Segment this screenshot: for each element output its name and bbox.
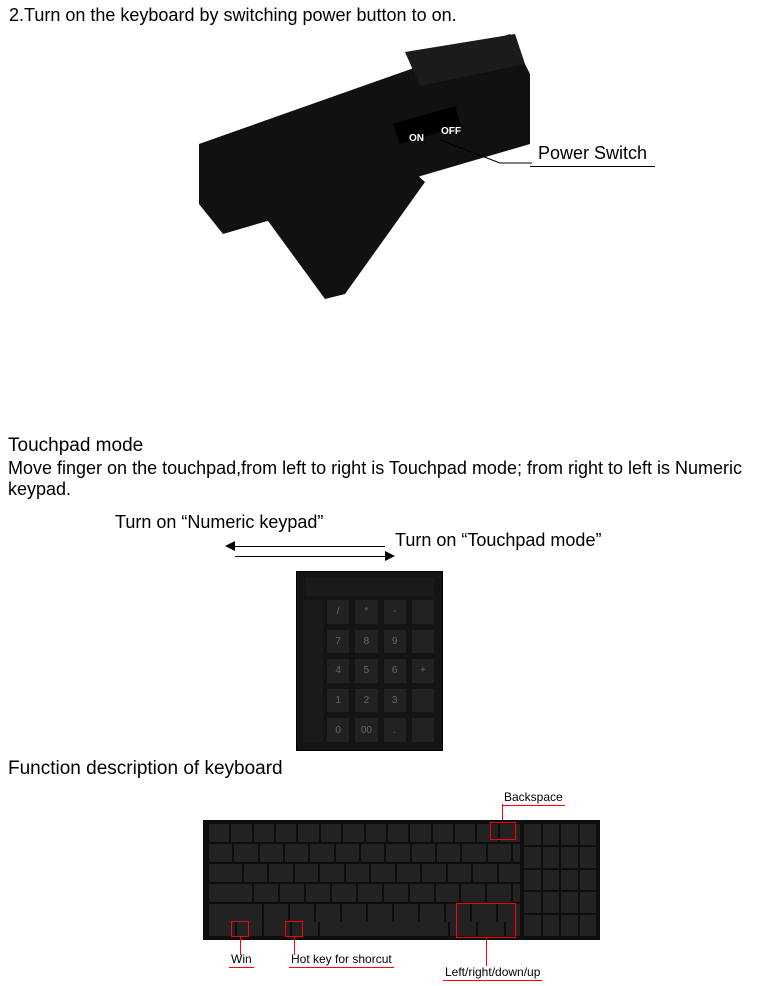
numpad-key: 8 [355,630,377,654]
power-switch-leader-line [440,132,540,172]
power-switch-callout: Power Switch [530,143,655,167]
win-callout-label: Win [229,952,254,968]
function-heading: Function description of keyboard [8,758,283,780]
power-on-label: ON [409,133,424,144]
touchpad-mode-arrow-label: Turn on “Touchpad mode” [395,530,601,551]
numpad-key: 2 [355,689,377,713]
numeric-keypad-arrow-label: Turn on “Numeric keypad” [115,512,323,533]
numpad-side-bar [303,600,323,742]
numpad-key: + [412,659,434,683]
numpad-key: 4 [327,659,349,683]
numeric-arrow-line [235,546,385,547]
numpad-key: 3 [384,689,406,713]
numpad-top-bar [305,578,434,596]
touchpad-arrow-head [385,551,395,561]
numpad-diagram: / * - 7 8 9 4 5 6 + 1 2 3 0 00 . [296,571,443,751]
numpad-key [412,630,434,654]
numeric-arrow-head [225,541,235,551]
numpad-key: 7 [327,630,349,654]
numpad-key: / [327,600,349,624]
touchpad-description: Move finger on the touchpad,from left to… [8,458,766,500]
numpad-key: 9 [384,630,406,654]
numpad-key: . [384,718,406,742]
numpad-key-grid: / * - 7 8 9 4 5 6 + 1 2 3 0 00 . [327,600,434,742]
numpad-key [412,600,434,624]
arrows-callout-label: Left/right/down/up [443,965,542,981]
numpad-key [412,689,434,713]
numpad-key: * [355,600,377,624]
touchpad-heading: Touchpad mode [8,435,143,457]
numpad-key: 5 [355,659,377,683]
step2-instruction: 2.Turn on the keyboard by switching powe… [9,4,749,27]
numpad-key: 1 [327,689,349,713]
numpad-key [412,718,434,742]
backspace-callout-label: Backspace [502,790,565,806]
hotkey-callout-label: Hot key for shorcut [289,952,394,968]
numpad-key: - [384,600,406,624]
keyboard-numpad-region [520,820,600,940]
numpad-key: 00 [355,718,377,742]
arrows-leader [486,938,487,966]
numpad-key: 0 [327,718,349,742]
touchpad-arrow-line [235,556,385,557]
numpad-key: 6 [384,659,406,683]
